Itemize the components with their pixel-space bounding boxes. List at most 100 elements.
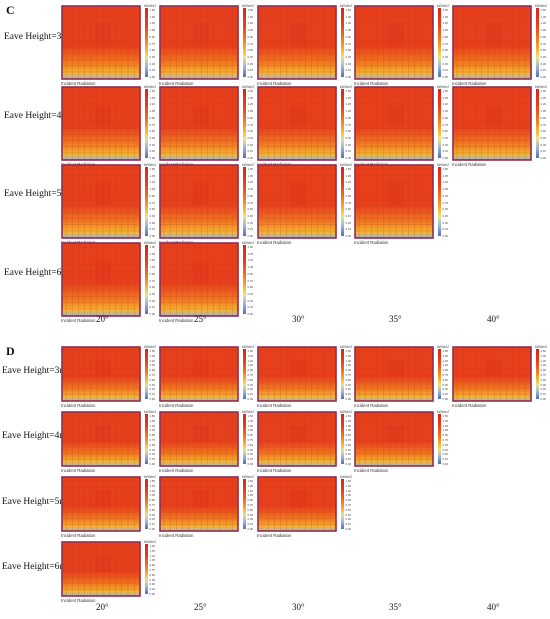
legend-tick-label: 1.50 <box>149 8 155 12</box>
legend-tick-label: 1.50 <box>345 479 351 483</box>
legend-unit: kWh/m2 <box>144 241 157 245</box>
legend-tick-label: 1.50 <box>442 8 448 12</box>
legend-tick-label: 0.60 <box>540 48 546 53</box>
legend-tick-label: 1.50 <box>247 349 253 353</box>
heatmap-field <box>61 164 141 239</box>
legend-tick-label: 0.15 <box>442 149 448 154</box>
legend-tick-label: 0.60 <box>345 48 351 53</box>
radiation-map: kWh/m2 1.50 1.35 1.20 1.05 0.90 0.75 0.60 0.45 0.… <box>452 85 548 168</box>
radiation-map: kWh/m2 1.50 1.35 1.20 1.05 0.90 0.75 0.60 0.45 0.… <box>354 4 450 87</box>
legend-tick-label: 0.00 <box>442 75 448 79</box>
legend-tick-label: 1.50 <box>247 167 253 171</box>
legend-unit: kWh/m2 <box>144 4 157 8</box>
legend-tick-label: 0.60 <box>345 442 351 447</box>
legend-unit: kWh/m2 <box>144 475 157 479</box>
legend-tick-label: 0.45 <box>442 382 448 387</box>
legend-tick-label: 0.15 <box>540 392 546 397</box>
legend-tick-label: 1.05 <box>247 428 253 433</box>
legend-tick-label: 1.35 <box>247 418 253 423</box>
legend-tick-label: 0.75 <box>247 200 253 205</box>
legend-tick-label: 0.75 <box>345 503 351 507</box>
legend-tick-label: 0.30 <box>149 61 155 66</box>
legend-tick-label: 0.00 <box>149 234 155 238</box>
legend-tick-label: 0.15 <box>247 457 253 462</box>
legend-tick-label: 1.05 <box>247 265 253 270</box>
legend-unit: kWh/m2 <box>340 410 353 414</box>
legend-tick-label: 0.75 <box>247 278 253 283</box>
color-legend-bar <box>243 349 246 399</box>
legend-tick-label: 0.30 <box>442 61 448 66</box>
legend-tick-label: 0.60 <box>149 442 155 447</box>
legend-tick-label: 0.30 <box>149 582 155 587</box>
radiation-map: kWh/m2 1.50 1.35 1.20 1.05 0.90 0.75 0.60 0.45 0.… <box>452 345 548 409</box>
legend-tick-label: 1.20 <box>149 553 155 558</box>
legend-tick-label: 0.90 <box>149 498 155 503</box>
legend-tick-label: 0.75 <box>149 200 155 205</box>
legend-tick-label: 0.90 <box>149 271 155 276</box>
legend-tick-label: 0.90 <box>149 433 155 438</box>
legend-tick-label: 0.15 <box>149 68 155 73</box>
color-legend-bar <box>145 8 148 77</box>
legend-tick-label: 1.05 <box>442 109 448 114</box>
legend-tick-label: 0.00 <box>442 462 448 466</box>
legend-tick-label: 1.05 <box>345 493 351 498</box>
legend-tick-label: 0.90 <box>345 498 351 503</box>
column-label: 35° <box>389 602 402 612</box>
legend-tick-label: 0.00 <box>345 234 351 238</box>
legend-tick-label: 1.50 <box>345 167 351 171</box>
legend-tick-label: 0.00 <box>149 75 155 79</box>
legend-tick-label: 1.50 <box>149 349 155 353</box>
legend-tick-label: 1.50 <box>149 479 155 483</box>
row-label: Eave Height=5m <box>2 497 67 507</box>
legend-unit: kWh/m2 <box>144 345 157 349</box>
legend-unit: kWh/m2 <box>535 85 548 89</box>
legend-tick-label: 0.60 <box>442 207 448 212</box>
legend-tick-label: 0.15 <box>247 392 253 397</box>
radiation-map: kWh/m2 1.50 1.35 1.20 1.05 0.90 0.75 0.60 0.45 0.… <box>354 410 450 474</box>
legend-tick-label: 0.75 <box>247 503 253 507</box>
legend-tick-label: 0.90 <box>247 115 253 120</box>
legend-unit: kWh/m2 <box>242 85 255 89</box>
legend-tick-label: 0.75 <box>345 122 351 127</box>
legend-tick-label: 0.30 <box>247 517 253 522</box>
legend-tick-label: 0.45 <box>149 512 155 517</box>
legend-tick-label: 0.75 <box>442 122 448 127</box>
legend-tick-label: 1.05 <box>247 187 253 192</box>
legend-tick-label: 0.15 <box>149 587 155 592</box>
legend-tick-label: 0.90 <box>345 368 351 373</box>
radiation-map: kWh/m2 1.50 1.35 1.20 1.05 0.90 0.75 0.60 0.45 0.… <box>159 241 255 324</box>
map-caption: Incident Radiation <box>61 467 96 473</box>
row-label: Eave Height=3m <box>4 32 69 42</box>
legend-tick-label: 0.00 <box>345 156 351 160</box>
legend-tick-label: 0.30 <box>345 142 351 147</box>
legend-tick-label: 1.50 <box>149 245 155 249</box>
legend-tick-label: 1.20 <box>442 423 448 428</box>
legend-tick-label: 1.05 <box>149 363 155 368</box>
map-caption: Incident Radiation <box>159 317 194 323</box>
legend-tick-label: 0.45 <box>540 54 546 59</box>
legend-tick-label: 0.45 <box>247 512 253 517</box>
legend-tick-label: 0.15 <box>442 457 448 462</box>
legend-tick-label: 0.60 <box>149 377 155 382</box>
radiation-map: kWh/m2 1.50 1.35 1.20 1.05 0.90 0.75 0.60 0.45 0.… <box>61 241 157 324</box>
legend-tick-label: 0.60 <box>540 129 546 134</box>
legend-tick-label: 1.05 <box>345 363 351 368</box>
legend-tick-label: 0.75 <box>149 568 155 572</box>
color-legend-bar <box>243 479 246 529</box>
legend-tick-label: 0.30 <box>540 142 546 147</box>
heatmap-field <box>257 164 337 239</box>
radiation-map: kWh/m2 1.50 1.35 1.20 1.05 0.90 0.75 0.60 0.45 0.… <box>159 4 255 87</box>
legend-tick-label: 0.60 <box>442 377 448 382</box>
legend-tick-label: 1.50 <box>345 89 351 93</box>
legend-tick-label: 1.20 <box>442 21 448 26</box>
legend-tick-label: 1.05 <box>442 428 448 433</box>
legend-tick-label: 0.30 <box>442 452 448 457</box>
legend-tick-label: 1.20 <box>149 423 155 428</box>
color-legend-bar <box>145 167 148 236</box>
radiation-map: kWh/m2 1.50 1.35 1.20 1.05 0.90 0.75 0.60 0.45 0.… <box>354 345 450 409</box>
color-legend-bar <box>438 8 441 77</box>
panel-letter-d: D <box>6 344 15 358</box>
legend-tick-label: 0.90 <box>345 34 351 39</box>
map-caption: Incident Radiation <box>452 402 487 408</box>
legend-tick-label: 0.45 <box>345 512 351 517</box>
